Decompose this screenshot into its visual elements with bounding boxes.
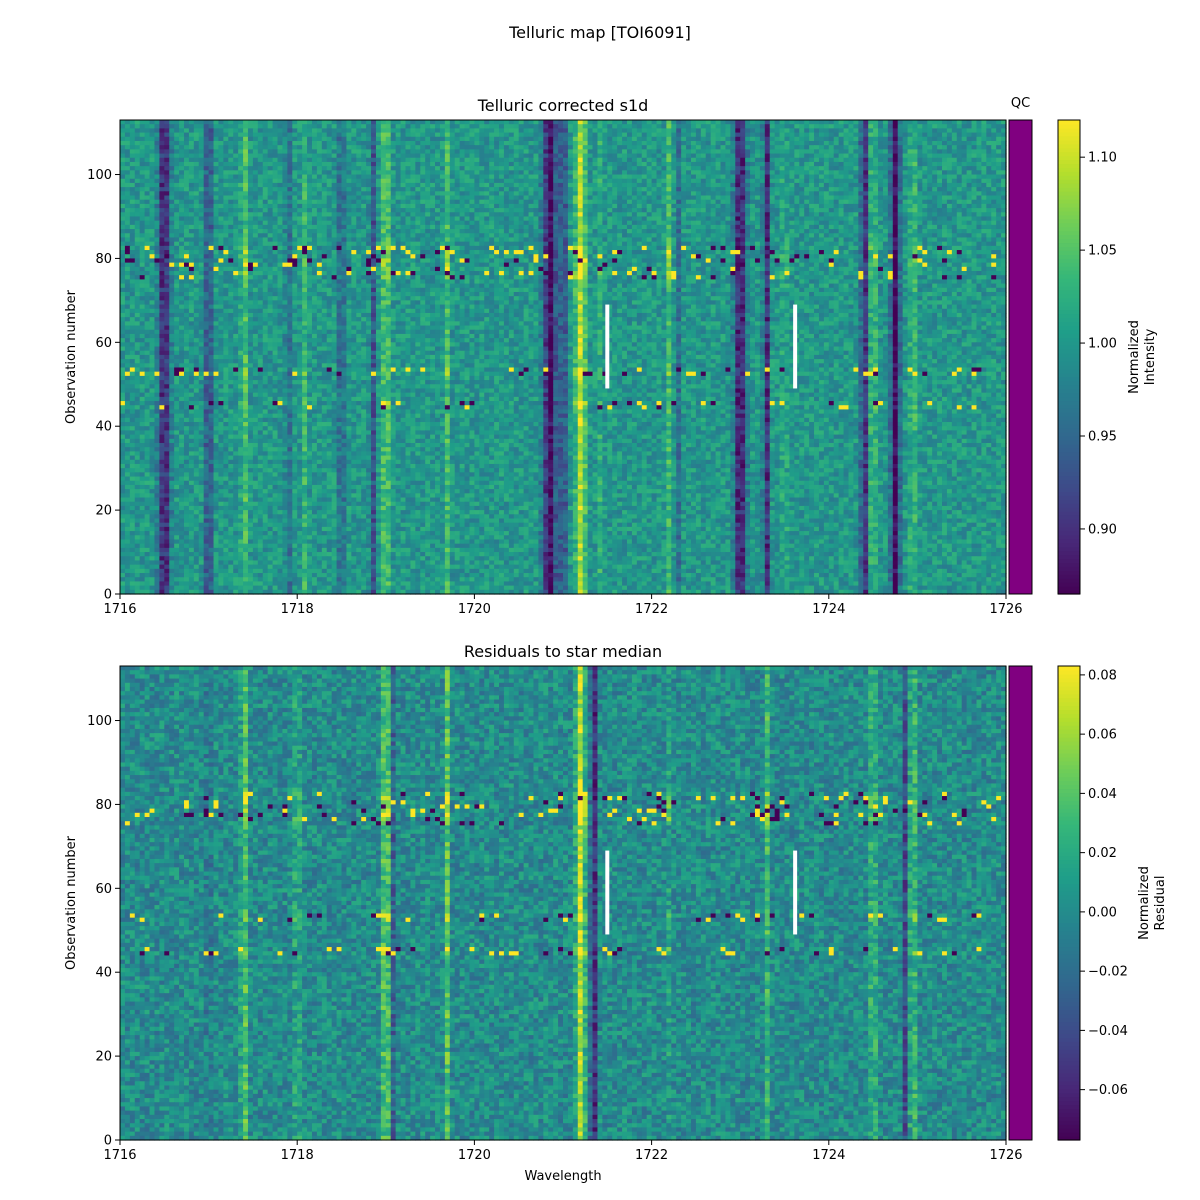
x-tick-label: 1720	[458, 602, 491, 617]
panel-title: Telluric corrected s1d	[477, 96, 649, 115]
colorbar-tick-label: 1.05	[1088, 244, 1117, 259]
missing-data-segment	[605, 305, 609, 389]
heatmap-cells	[120, 666, 1007, 1141]
colorbar-label-line: Residual	[1153, 876, 1168, 931]
panel-residuals: Residuals to star median 1716 1718 1720 1722…	[64, 642, 1168, 1163]
y-tick-label: 100	[87, 168, 112, 183]
colorbar-tick-label: −0.04	[1088, 1024, 1128, 1039]
heatmap-cells	[120, 120, 1007, 595]
colorbar-tick-label: 0.95	[1088, 430, 1117, 445]
missing-data-segment	[793, 851, 797, 935]
y-tick-label: 80	[95, 252, 112, 267]
missing-data-segment	[793, 305, 797, 389]
x-axis-label: Wavelength	[524, 1169, 601, 1184]
missing-data-segment	[605, 851, 609, 935]
y-tick-label: 0	[104, 1134, 112, 1149]
panel-telluric-corrected: Telluric corrected s1d 1716 1718 1720 1722 17…	[64, 96, 1158, 617]
colorbar-tick-label: 1.00	[1088, 337, 1117, 352]
y-tick-label: 40	[95, 966, 112, 981]
x-tick-label: 1724	[812, 602, 845, 617]
colorbar-tick-label: 0.08	[1088, 668, 1117, 683]
colorbar-tick-label: 0.02	[1088, 846, 1117, 861]
colorbar-tick-label: −0.02	[1088, 965, 1128, 980]
qc-label: QC	[1011, 96, 1030, 111]
x-tick-label: 1718	[281, 602, 314, 617]
colorbar-tick-label: −0.06	[1088, 1083, 1128, 1098]
y-tick-label: 40	[95, 420, 112, 435]
colorbar-label: NormalizedIntensity	[1127, 320, 1158, 394]
panel-title: Residuals to star median	[464, 642, 662, 661]
y-tick-label: 0	[104, 588, 112, 603]
colorbar	[1058, 666, 1080, 1141]
y-tick-label: 20	[95, 504, 112, 519]
qc-strip	[1009, 120, 1032, 594]
y-tick-label: 60	[95, 882, 112, 897]
colorbar-label-line: Normalized	[1137, 866, 1152, 940]
y-axis-label: Observation number	[64, 835, 79, 970]
y-tick-label: 20	[95, 1050, 112, 1065]
colorbar-label: NormalizedResidual	[1137, 866, 1168, 940]
x-tick-label: 1716	[103, 1148, 136, 1163]
colorbar	[1058, 120, 1080, 595]
qc-strip	[1009, 666, 1032, 1140]
x-tick-label: 1726	[989, 602, 1022, 617]
colorbar-tick-label: 0.04	[1088, 787, 1117, 802]
y-tick-label: 60	[95, 336, 112, 351]
colorbar-tick-label: 0.90	[1088, 522, 1117, 537]
x-tick-label: 1726	[989, 1148, 1022, 1163]
x-tick-label: 1720	[458, 1148, 491, 1163]
x-tick-label: 1716	[103, 602, 136, 617]
colorbar-label-line: Normalized	[1127, 320, 1142, 394]
y-axis-label: Observation number	[64, 289, 79, 424]
y-tick-label: 80	[95, 798, 112, 813]
y-tick-label: 100	[87, 714, 112, 729]
x-tick-label: 1724	[812, 1148, 845, 1163]
x-tick-label: 1718	[281, 1148, 314, 1163]
x-tick-label: 1722	[635, 602, 668, 617]
figure-suptitle: Telluric map [TOI6091]	[508, 23, 691, 42]
colorbar-tick-label: 1.10	[1088, 151, 1117, 166]
colorbar-tick-label: 0.00	[1088, 905, 1117, 920]
colorbar-tick-label: 0.06	[1088, 728, 1117, 743]
colorbar-label-line: Intensity	[1143, 328, 1158, 385]
x-tick-label: 1722	[635, 1148, 668, 1163]
